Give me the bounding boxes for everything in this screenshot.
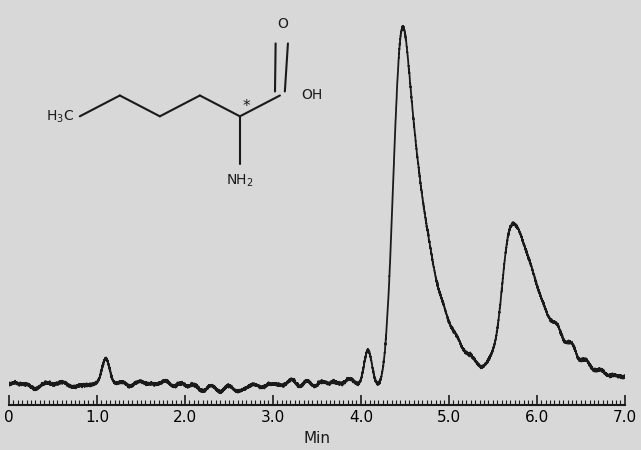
Text: *: * bbox=[243, 99, 251, 114]
Text: O: O bbox=[278, 18, 288, 32]
Text: NH$_2$: NH$_2$ bbox=[226, 172, 254, 189]
X-axis label: Min: Min bbox=[303, 431, 330, 446]
Text: H$_3$C: H$_3$C bbox=[46, 108, 74, 125]
Text: OH: OH bbox=[301, 89, 322, 103]
